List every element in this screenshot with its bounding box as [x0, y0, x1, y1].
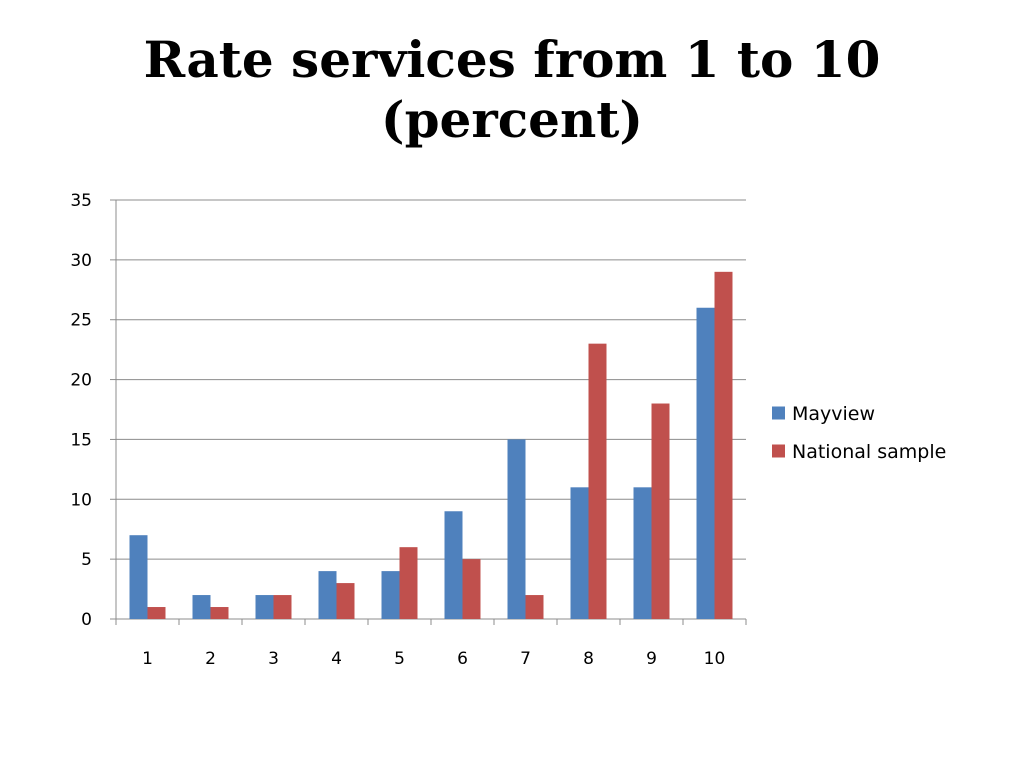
legend-label: Mayview	[792, 403, 875, 425]
x-tick-label: 7	[520, 649, 531, 669]
bar-national-sample	[651, 403, 670, 619]
bar-national-sample	[525, 595, 544, 619]
bar-mayview	[696, 307, 715, 619]
bar-mayview	[507, 439, 526, 619]
x-tick-label: 10	[704, 649, 726, 669]
bar-national-sample	[462, 559, 481, 619]
bar-national-sample	[210, 607, 229, 619]
x-tick-label: 9	[646, 649, 657, 669]
bar-mayview	[129, 535, 148, 619]
bar-national-sample	[588, 343, 607, 619]
legend-label: National sample	[792, 441, 946, 463]
bar-mayview	[633, 487, 652, 619]
y-tick-label: 10	[70, 490, 92, 510]
bar-mayview	[444, 511, 463, 619]
x-tick-label: 5	[394, 649, 405, 669]
y-tick-label: 25	[70, 311, 92, 331]
legend-swatch	[772, 444, 785, 458]
bar-mayview	[318, 571, 337, 619]
bar-mayview	[192, 595, 211, 619]
bar-national-sample	[336, 583, 355, 619]
bar-national-sample	[147, 607, 166, 619]
bar-national-sample	[714, 271, 733, 619]
bar-mayview	[381, 571, 400, 619]
y-tick-label: 35	[70, 191, 92, 211]
x-tick-label: 8	[583, 649, 594, 669]
bar-mayview	[570, 487, 589, 619]
legend-swatch	[772, 406, 785, 420]
x-tick-label: 2	[205, 649, 216, 669]
x-tick-label: 6	[457, 649, 468, 669]
x-tick-label: 3	[268, 649, 279, 669]
y-tick-label: 15	[70, 430, 92, 450]
y-tick-label: 0	[81, 610, 92, 630]
slide-title: Rate services from 1 to 10 (percent)	[0, 30, 1024, 150]
bar-national-sample	[273, 595, 292, 619]
y-tick-label: 5	[81, 550, 92, 570]
y-tick-label: 20	[70, 371, 92, 391]
x-tick-label: 4	[331, 649, 342, 669]
slide-title-line-2: (percent)	[380, 90, 644, 149]
y-tick-label: 30	[70, 251, 92, 271]
bar-national-sample	[399, 547, 418, 619]
slide-title-line-1: Rate services from 1 to 10	[143, 30, 881, 89]
bar-mayview	[255, 595, 274, 619]
x-tick-label: 1	[142, 649, 153, 669]
